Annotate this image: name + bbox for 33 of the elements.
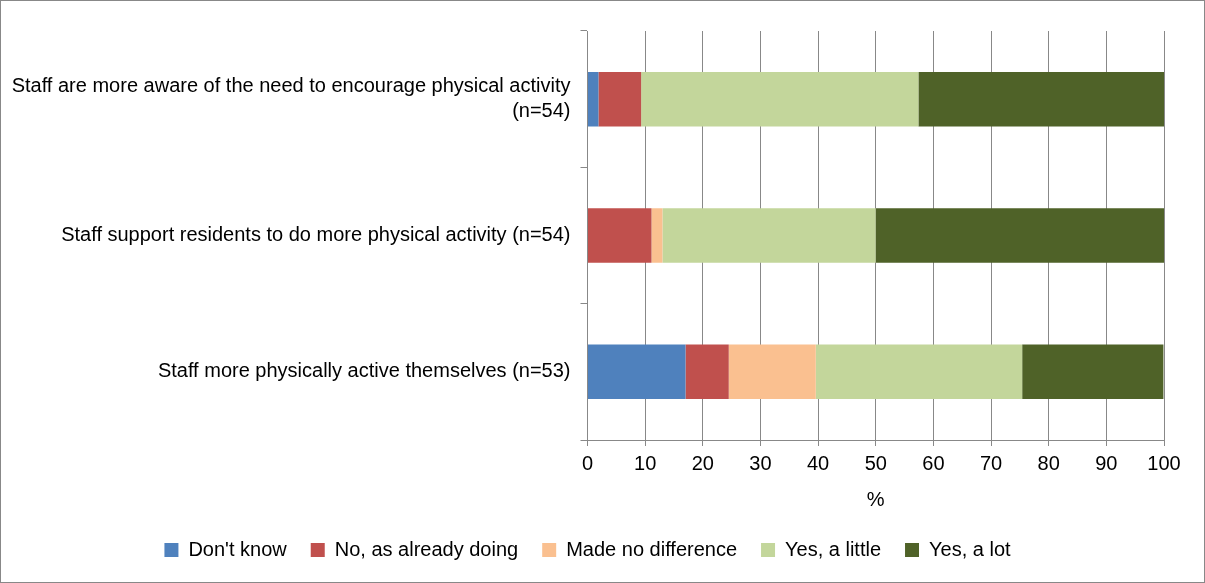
bar: [641, 71, 919, 127]
bar: [918, 71, 1164, 127]
legend-label: Yes, a lot: [929, 537, 1012, 560]
legend-label: Made no difference: [566, 537, 738, 560]
bar: [588, 71, 599, 127]
x-tick-label: 50: [864, 451, 887, 474]
legend-label: Yes, a little: [785, 537, 882, 560]
x-tick-label: 70: [979, 451, 1003, 474]
x-tick-label: 30: [749, 451, 772, 474]
x-tick-label: 90: [1095, 451, 1118, 474]
y-tick-label: Staff are more aware of the need to encourage physical activity (n=54): [11, 74, 571, 122]
bar: [588, 208, 652, 263]
x-tick-label: 80: [1037, 451, 1060, 474]
x-tick-label: 10: [634, 451, 657, 474]
bar: [815, 344, 1023, 400]
x-tick-label: 20: [691, 451, 714, 474]
x-tick-label: 60: [922, 451, 945, 474]
x-axis-title: %: [866, 487, 885, 510]
bar: [598, 71, 642, 127]
y-tick-label: Staff more physically active themselves (n=53): [157, 359, 571, 382]
bar: [662, 208, 876, 263]
bar: [875, 208, 1164, 263]
bar: [588, 344, 686, 400]
bar: [651, 208, 663, 263]
x-tick-label: 100: [1147, 451, 1181, 474]
y-tick-label: Staff support residents to do more physical activity (n=54): [61, 223, 571, 246]
bar: [1022, 344, 1164, 400]
legend-label: No, as already doing: [334, 537, 519, 560]
x-tick-label: 40: [806, 451, 830, 474]
bar: [685, 344, 729, 400]
bar: [728, 344, 816, 400]
x-tick-label: 0: [581, 451, 594, 474]
legend-label: Don't know: [188, 537, 288, 560]
